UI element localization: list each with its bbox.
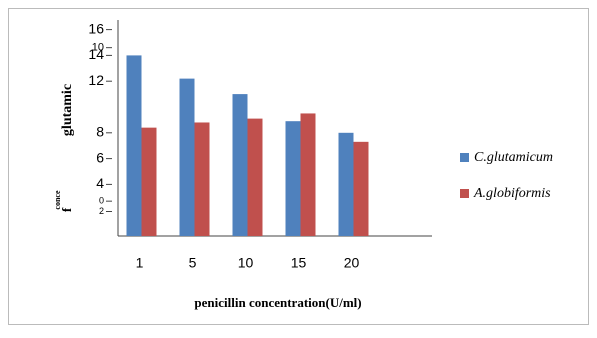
bar: [194, 122, 210, 236]
bar: [179, 78, 195, 237]
y-tick-label: 16: [88, 20, 104, 36]
x-tick-label: 5: [189, 255, 197, 271]
y-tick-label: 8: [96, 124, 104, 140]
bar: [300, 113, 316, 236]
bar: [338, 132, 354, 236]
legend-label: C.glutamicum: [474, 150, 553, 165]
legend-label: A.globiformis: [473, 186, 551, 201]
x-tick-label: 20: [344, 255, 360, 271]
y-axis-label: glutamic: [60, 84, 75, 136]
bar: [141, 127, 157, 236]
bar: [126, 55, 142, 237]
x-tick-label: 1: [136, 255, 144, 271]
y-tick-label: 14: [88, 46, 104, 62]
x-tick-label: 15: [291, 255, 307, 271]
bar: [353, 141, 369, 236]
legend-swatch: [460, 153, 469, 162]
y-axis-label: conce: [53, 190, 62, 210]
y-tick-label: 10: [92, 42, 104, 54]
bar: [285, 121, 301, 236]
bar: [232, 94, 248, 236]
y-axis-label: f: [59, 207, 74, 212]
x-tick-label: 10: [238, 255, 254, 271]
bar: [247, 118, 263, 236]
y-tick-label: 12: [88, 72, 104, 88]
y-tick-label: 4: [96, 175, 104, 191]
legend-swatch: [460, 189, 469, 198]
y-tick-label: 6: [96, 149, 104, 165]
y-tick-label: 0: [99, 196, 104, 206]
y-tick-label: 2: [99, 206, 104, 216]
x-axis-label: penicillin concentration(U/ml): [194, 295, 361, 310]
